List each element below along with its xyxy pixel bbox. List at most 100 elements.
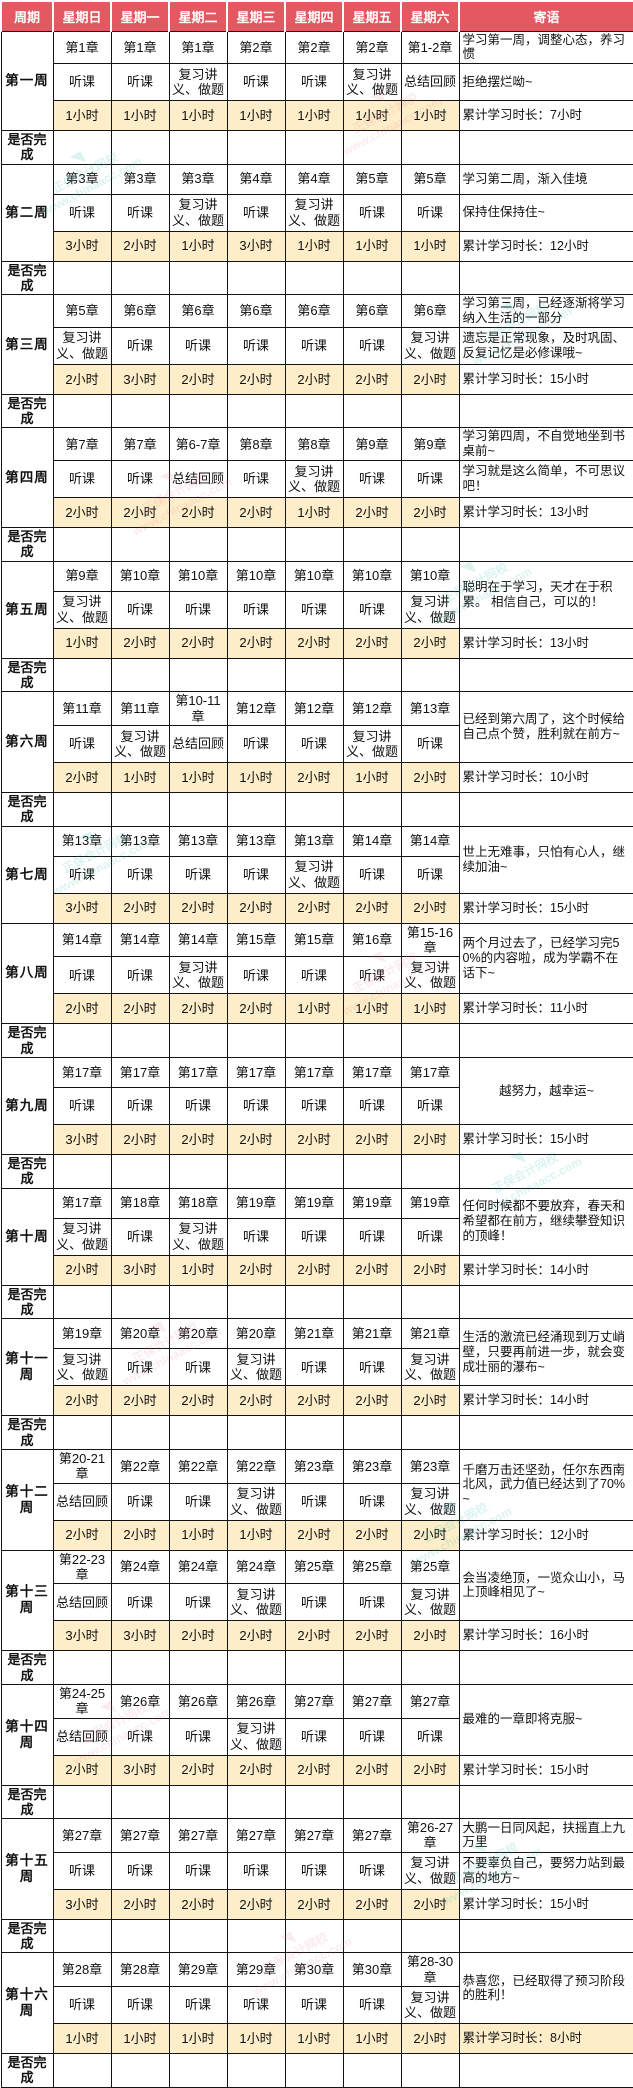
week-2-activity-row: 听课 听课 复习讲义、做题 听课 复习讲义、做题 听课 听课 保持住保持住~ xyxy=(1,193,633,232)
message-cell: 学习第二周，渐入佳境 xyxy=(458,163,633,195)
activity-cell: 听课 xyxy=(226,724,286,763)
message-cell: 生活的激流已经涌现到万丈峭壁，只要再前进一步，就会变成壮丽的瀑布~ xyxy=(458,1318,633,1387)
total-hours-cell: 累计学习时长：12小时 xyxy=(458,1519,633,1551)
check-empty-cell xyxy=(342,130,402,165)
activity-cell: 听课 xyxy=(284,1217,344,1256)
check-empty-cell xyxy=(284,260,344,296)
hours-cell: 2小时 xyxy=(400,761,460,793)
hours-cell: 2小时 xyxy=(226,363,286,395)
chapter-cell: 第14章 xyxy=(110,922,170,958)
message-cell: 世上无难事，只怕有心人，继续加油~ xyxy=(458,825,633,894)
hours-cell: 2小时 xyxy=(342,1888,402,1920)
week-7-activity-row: 听课 听课 听课 听课 复习讲义、做题 听课 听课 xyxy=(1,855,633,894)
hours-cell: 2小时 xyxy=(52,496,112,528)
hours-cell: 2小时 xyxy=(226,1385,286,1417)
activity-cell: 听课 xyxy=(168,326,228,365)
week-4-check-row: 是否完成 xyxy=(0,526,633,562)
message-cell: 遗忘是正常现象，及时巩固、反复记忆是必修课哦~ xyxy=(458,326,633,365)
activity-cell: 听课 xyxy=(284,724,344,763)
hours-cell: 1小时 xyxy=(52,100,112,131)
activity-cell: 总结回顾 xyxy=(52,1583,112,1622)
check-empty-cell xyxy=(168,1918,228,1954)
activity-cell: 复习讲义、做题 xyxy=(52,1348,112,1387)
hours-cell: 1小时 xyxy=(168,100,228,131)
hours-cell: 1小时 xyxy=(284,993,344,1025)
check-empty-cell xyxy=(342,1415,402,1450)
hours-cell: 2小时 xyxy=(400,363,460,395)
total-hours-cell: 累计学习时长：8小时 xyxy=(458,2023,633,2055)
col-header-1: 星期日 xyxy=(52,0,112,32)
activity-cell: 听课 xyxy=(284,1086,344,1125)
activity-cell: 总结回顾 xyxy=(400,63,460,101)
chapter-cell: 第16章 xyxy=(342,922,402,958)
activity-cell: 听课 xyxy=(342,855,402,894)
check-empty-cell xyxy=(226,1784,286,1820)
check-empty-cell xyxy=(284,657,344,693)
activity-cell: 听课 xyxy=(110,590,170,629)
activity-cell: 总结回顾 xyxy=(168,459,228,498)
chapter-cell: 第17章 xyxy=(342,1056,402,1088)
message-cell: 已经到第六周了，这个时候给自己点个赞，胜利就在前方~ xyxy=(458,691,633,763)
chapter-cell: 第26-27章 xyxy=(400,1818,460,1853)
check-empty-cell xyxy=(226,2053,286,2088)
message-cell: 聪明在于学习，天才在于积累。 相信自己，可以的！ xyxy=(458,560,633,629)
activity-cell: 听课 xyxy=(168,1986,228,2025)
total-hours-cell: 累计学习时长：13小时 xyxy=(458,627,633,659)
check-label-cell: 是否完成 xyxy=(0,1023,54,1058)
hours-cell: 2小时 xyxy=(342,496,402,528)
check-empty-cell xyxy=(342,657,402,693)
chapter-cell: 第6章 xyxy=(110,294,170,328)
activity-cell: 听课 xyxy=(52,1986,112,2025)
week-10-chapter-row: 第十周 第17章 第18章 第18章 第19章 第19章 第19章 第19章 任何时候都不要放弃… xyxy=(0,1187,633,1286)
total-hours-cell: 累计学习时长：15小时 xyxy=(458,892,633,924)
total-hours-cell: 累计学习时长：15小时 xyxy=(458,1888,633,1920)
check-empty-cell xyxy=(342,1650,402,1685)
check-empty-cell xyxy=(400,1153,460,1189)
activity-cell: 听课 xyxy=(168,1482,228,1521)
check-empty-cell xyxy=(400,1650,460,1685)
hours-cell: 2小时 xyxy=(226,1754,286,1786)
chapter-cell: 第22-23章 xyxy=(52,1549,112,1585)
check-empty-cell xyxy=(400,791,460,827)
chapter-cell: 第1-2章 xyxy=(400,30,460,64)
hours-cell: 3小时 xyxy=(52,1123,112,1155)
chapter-cell: 第23章 xyxy=(342,1448,402,1484)
week-2-hours-row: 3小时 2小时 1小时 3小时 1小时 1小时 1小时 累计学习时长：12小时 xyxy=(1,230,633,262)
activity-cell: 听课 xyxy=(110,1717,170,1756)
check-empty-cell xyxy=(110,130,170,165)
total-hours-cell: 累计学习时长：15小时 xyxy=(458,1123,633,1155)
activity-cell: 复习讲义、做题 xyxy=(226,1348,286,1387)
chapter-cell: 第6章 xyxy=(168,294,228,328)
activity-cell: 复习讲义、做题 xyxy=(52,590,112,629)
activity-cell: 复习讲义、做题 xyxy=(110,724,170,763)
week-11-hours-row: 2小时 2小时 2小时 2小时 2小时 2小时 2小时 累计学习时长：14小时 xyxy=(1,1385,633,1417)
week-9-chapter-row: 第九周 第17章 第17章 第17章 第17章 第17章 第17章 第17章 越努力，越幸运~ xyxy=(0,1056,633,1155)
hours-cell: 2小时 xyxy=(110,1519,170,1551)
chapter-cell: 第2章 xyxy=(284,30,344,64)
check-empty-cell xyxy=(168,657,228,693)
check-label-cell: 是否完成 xyxy=(0,1918,54,1954)
week-8-chapter-row: 第八周 第14章 第14章 第14章 第15章 第15章 第16章 第15-16章 两个月过去了… xyxy=(0,922,633,1025)
check-empty-cell xyxy=(52,1153,112,1189)
check-empty-cell xyxy=(284,1784,344,1820)
chapter-cell: 第14章 xyxy=(168,922,228,958)
check-empty-cell xyxy=(110,526,170,562)
week-16-chapter-row: 第十六周 第28章 第28章 第29章 第29章 第30章 第30章 第28-30章 恭喜您，已… xyxy=(0,1952,633,2055)
week-4-activity-row: 听课 听课 总结回顾 听课 复习讲义、做题 听课 听课 学习就是这么简单，不可思议吧！ xyxy=(1,459,633,498)
hours-cell: 2小时 xyxy=(168,892,228,924)
check-empty-cell xyxy=(284,1023,344,1058)
chapter-cell: 第21章 xyxy=(342,1318,402,1350)
hours-cell: 2小时 xyxy=(400,1123,460,1155)
activity-cell: 听课 xyxy=(52,1851,112,1890)
check-empty-cell xyxy=(400,1918,460,1954)
week-label: 第十六周 xyxy=(0,1952,54,2055)
activity-cell: 听课 xyxy=(52,1086,112,1125)
activity-cell: 复习讲义、做题 xyxy=(226,1583,286,1622)
message-cell: 学习第四周，不自觉地坐到书桌前~ xyxy=(458,427,633,461)
col-header-7: 星期六 xyxy=(400,0,460,32)
activity-cell: 听课 xyxy=(342,1348,402,1387)
check-label-cell: 是否完成 xyxy=(0,1284,54,1320)
chapter-cell: 第26章 xyxy=(168,1683,228,1719)
activity-cell: 听课 xyxy=(110,1086,170,1125)
hours-cell: 2小时 xyxy=(52,1519,112,1551)
